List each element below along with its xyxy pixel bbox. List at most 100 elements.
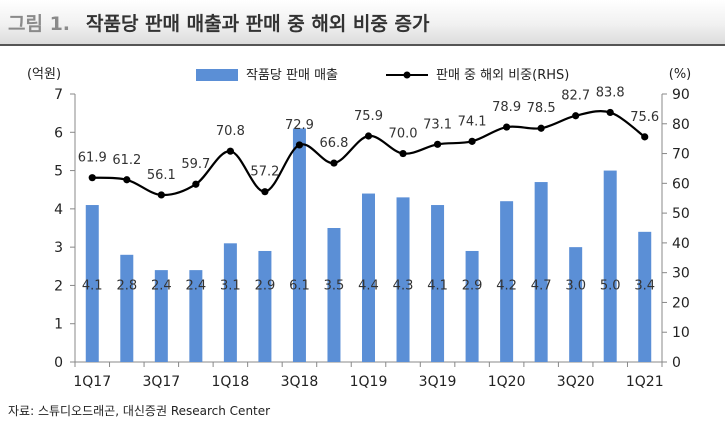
left-axis-unit: (억원) xyxy=(27,67,61,82)
left-tick-label: 5 xyxy=(54,164,63,180)
legend-bar-label: 작품당 판매 매출 xyxy=(246,68,338,83)
line-point xyxy=(537,124,545,132)
line-point xyxy=(226,147,234,155)
left-tick-label: 1 xyxy=(54,317,63,333)
bar-data-label: 3.4 xyxy=(634,278,655,293)
right-axis-unit: (%) xyxy=(669,67,692,82)
left-tick-label: 6 xyxy=(54,125,63,141)
line-data-label: 78.5 xyxy=(527,101,556,116)
right-tick-label: 50 xyxy=(672,206,690,222)
x-tick-label: 1Q20 xyxy=(488,374,526,390)
bar-data-label: 2.4 xyxy=(186,278,207,293)
figure-label: 그림 1. xyxy=(8,13,71,35)
bar-data-label: 2.9 xyxy=(462,278,483,293)
bar xyxy=(431,205,445,362)
figure-title-bar: 그림 1. 작품당 판매 매출과 판매 중 해외 비중 증가 xyxy=(0,0,725,46)
x-tick-label: 3Q19 xyxy=(419,374,457,390)
line-data-label: 66.8 xyxy=(319,136,348,151)
line-data-label: 70.0 xyxy=(389,127,418,142)
legend-bar-swatch xyxy=(196,69,238,81)
bar xyxy=(154,270,168,362)
x-tick-label: 1Q21 xyxy=(626,374,664,390)
bar-data-label: 3.1 xyxy=(220,278,241,293)
legend-line-marker xyxy=(403,71,411,79)
line-data-label: 70.8 xyxy=(216,124,245,139)
line-point xyxy=(433,140,442,148)
bar xyxy=(327,228,341,362)
bar-data-label: 6.1 xyxy=(289,278,310,293)
bar-data-label: 4.2 xyxy=(496,278,517,293)
left-tick-label: 3 xyxy=(54,240,63,256)
line-data-label: 75.6 xyxy=(630,110,659,125)
source-note: 자료: 스튜디오드래곤, 대신증권 Research Center xyxy=(8,404,271,418)
right-tick-label: 10 xyxy=(672,325,690,341)
line-point xyxy=(641,133,649,141)
bar xyxy=(120,254,134,362)
bar xyxy=(638,231,652,362)
line-point xyxy=(192,180,200,188)
x-tick-label: 3Q20 xyxy=(557,374,595,390)
right-tick-label: 60 xyxy=(672,176,690,192)
left-tick-label: 4 xyxy=(54,202,63,218)
bar xyxy=(292,128,306,362)
x-tick-label: 1Q19 xyxy=(350,374,388,390)
bar xyxy=(396,197,410,362)
line-point xyxy=(261,188,269,196)
line-point xyxy=(606,108,614,117)
right-tick-label: 80 xyxy=(672,117,690,133)
line-data-label: 72.9 xyxy=(285,118,314,133)
bar xyxy=(465,250,479,362)
line-data-label: 56.1 xyxy=(147,168,176,183)
bar-data-label: 4.3 xyxy=(393,278,414,293)
bar xyxy=(189,270,203,362)
line-point xyxy=(364,132,373,140)
line-data-label: 75.9 xyxy=(354,109,383,124)
line-data-label: 74.1 xyxy=(458,114,487,129)
line-point xyxy=(572,112,580,120)
left-tick-label: 0 xyxy=(54,355,63,371)
right-tick-label: 30 xyxy=(672,266,690,282)
left-tick-label: 7 xyxy=(54,87,63,103)
right-tick-label: 90 xyxy=(672,87,690,103)
line-point xyxy=(330,159,338,167)
line-data-label: 57.2 xyxy=(250,165,279,180)
line-data-label: 61.2 xyxy=(112,153,141,168)
right-tick-label: 40 xyxy=(672,236,690,252)
x-tick-label: 1Q17 xyxy=(73,374,111,390)
x-tick-label: 1Q18 xyxy=(212,374,250,390)
line-point xyxy=(123,176,131,184)
line-point xyxy=(295,141,304,149)
x-tick-label: 3Q18 xyxy=(281,374,319,390)
bar-data-label: 2.8 xyxy=(116,278,137,293)
legend-line-label: 판매 중 해외 비중(RHS) xyxy=(436,68,569,83)
right-tick-label: 20 xyxy=(672,295,690,311)
bar-data-label: 2.4 xyxy=(151,278,172,293)
line-point xyxy=(399,149,407,158)
line-data-label: 78.9 xyxy=(492,100,521,115)
right-tick-label: 0 xyxy=(672,355,681,371)
line-data-label: 83.8 xyxy=(596,85,625,100)
bar xyxy=(362,193,375,362)
bar-data-label: 4.4 xyxy=(358,278,379,293)
bar xyxy=(258,250,272,362)
line-point xyxy=(88,174,96,182)
line-data-label: 73.1 xyxy=(423,117,452,132)
line-data-label: 61.9 xyxy=(78,151,107,166)
bar-data-label: 3.0 xyxy=(565,278,586,293)
line-point xyxy=(157,191,165,199)
bar-data-label: 4.1 xyxy=(82,278,103,293)
right-tick-label: 70 xyxy=(672,147,690,163)
bar-data-label: 4.1 xyxy=(427,278,448,293)
bar xyxy=(500,201,514,362)
legend: 작품당 판매 매출 판매 중 해외 비중(RHS) xyxy=(196,68,569,83)
bar-data-label: 2.9 xyxy=(255,278,276,293)
line-point xyxy=(503,123,511,131)
line-data-label: 59.7 xyxy=(181,157,210,172)
bar xyxy=(569,247,583,362)
bar-data-label: 5.0 xyxy=(600,278,621,293)
line-data-label: 82.7 xyxy=(561,89,590,104)
bar xyxy=(603,170,617,362)
figure-title: 작품당 판매 매출과 판매 중 해외 비중 증가 xyxy=(86,13,430,35)
chart: (억원) (%) 작품당 판매 매출 판매 중 해외 비중(RHS) 0 1 2 3 4… xyxy=(27,67,692,390)
